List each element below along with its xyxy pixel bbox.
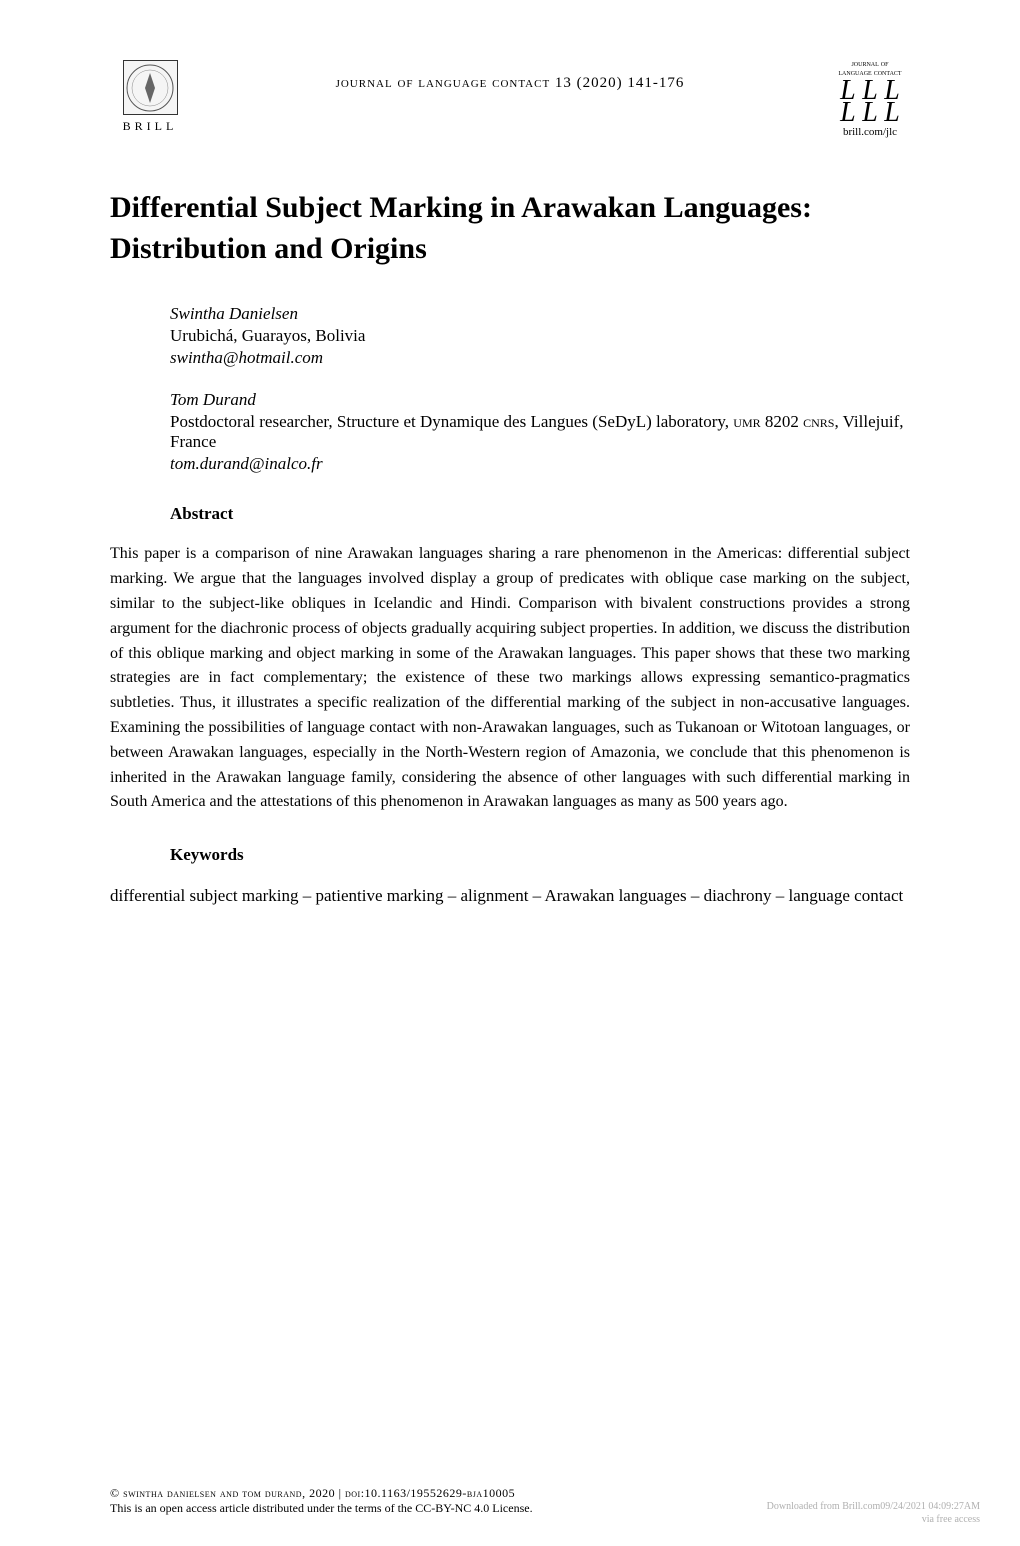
keywords-heading: Keywords (170, 845, 910, 865)
publisher-block: BRILL (110, 60, 190, 134)
author-block-2: Tom Durand Postdoctoral researcher, Stru… (170, 390, 910, 474)
seal-svg (125, 63, 175, 113)
journal-citation: journal of language contact 13 (2020) 14… (336, 60, 685, 92)
brill-url: brill.com/jlc (843, 126, 897, 138)
author-name: Swintha Danielsen (170, 304, 910, 324)
author-email: tom.durand@inalco.fr (170, 454, 910, 474)
author-email: swintha@hotmail.com (170, 348, 910, 368)
publisher-name: BRILL (123, 119, 178, 134)
download-stamp-line2: via free access (767, 1513, 980, 1526)
copyright-line: © swintha danielsen and tom durand, 2020… (110, 1486, 910, 1501)
download-stamp: Downloaded from Brill.com09/24/2021 04:0… (767, 1500, 980, 1526)
author-block-1: Swintha Danielsen Urubichá, Guarayos, Bo… (170, 304, 910, 368)
article-title: Differential Subject Marking in Arawakan… (110, 188, 910, 269)
author-affiliation: Urubichá, Guarayos, Bolivia (170, 326, 910, 346)
abstract-heading: Abstract (170, 504, 910, 524)
author-name: Tom Durand (170, 390, 910, 410)
download-stamp-line1: Downloaded from Brill.com09/24/2021 04:0… (767, 1500, 980, 1513)
author-affiliation: Postdoctoral researcher, Structure et Dy… (170, 412, 910, 452)
journal-logo-block: journal oflanguage contact L L LL L L br… (830, 60, 910, 138)
abstract-body: This paper is a comparison of nine Arawa… (110, 542, 910, 815)
brill-seal-icon (123, 60, 178, 115)
keywords-body: differential subject marking – patientiv… (110, 883, 910, 909)
jlc-logo-icon: L L LL L L (840, 80, 900, 125)
page-header: BRILL journal of language contact 13 (20… (110, 60, 910, 138)
